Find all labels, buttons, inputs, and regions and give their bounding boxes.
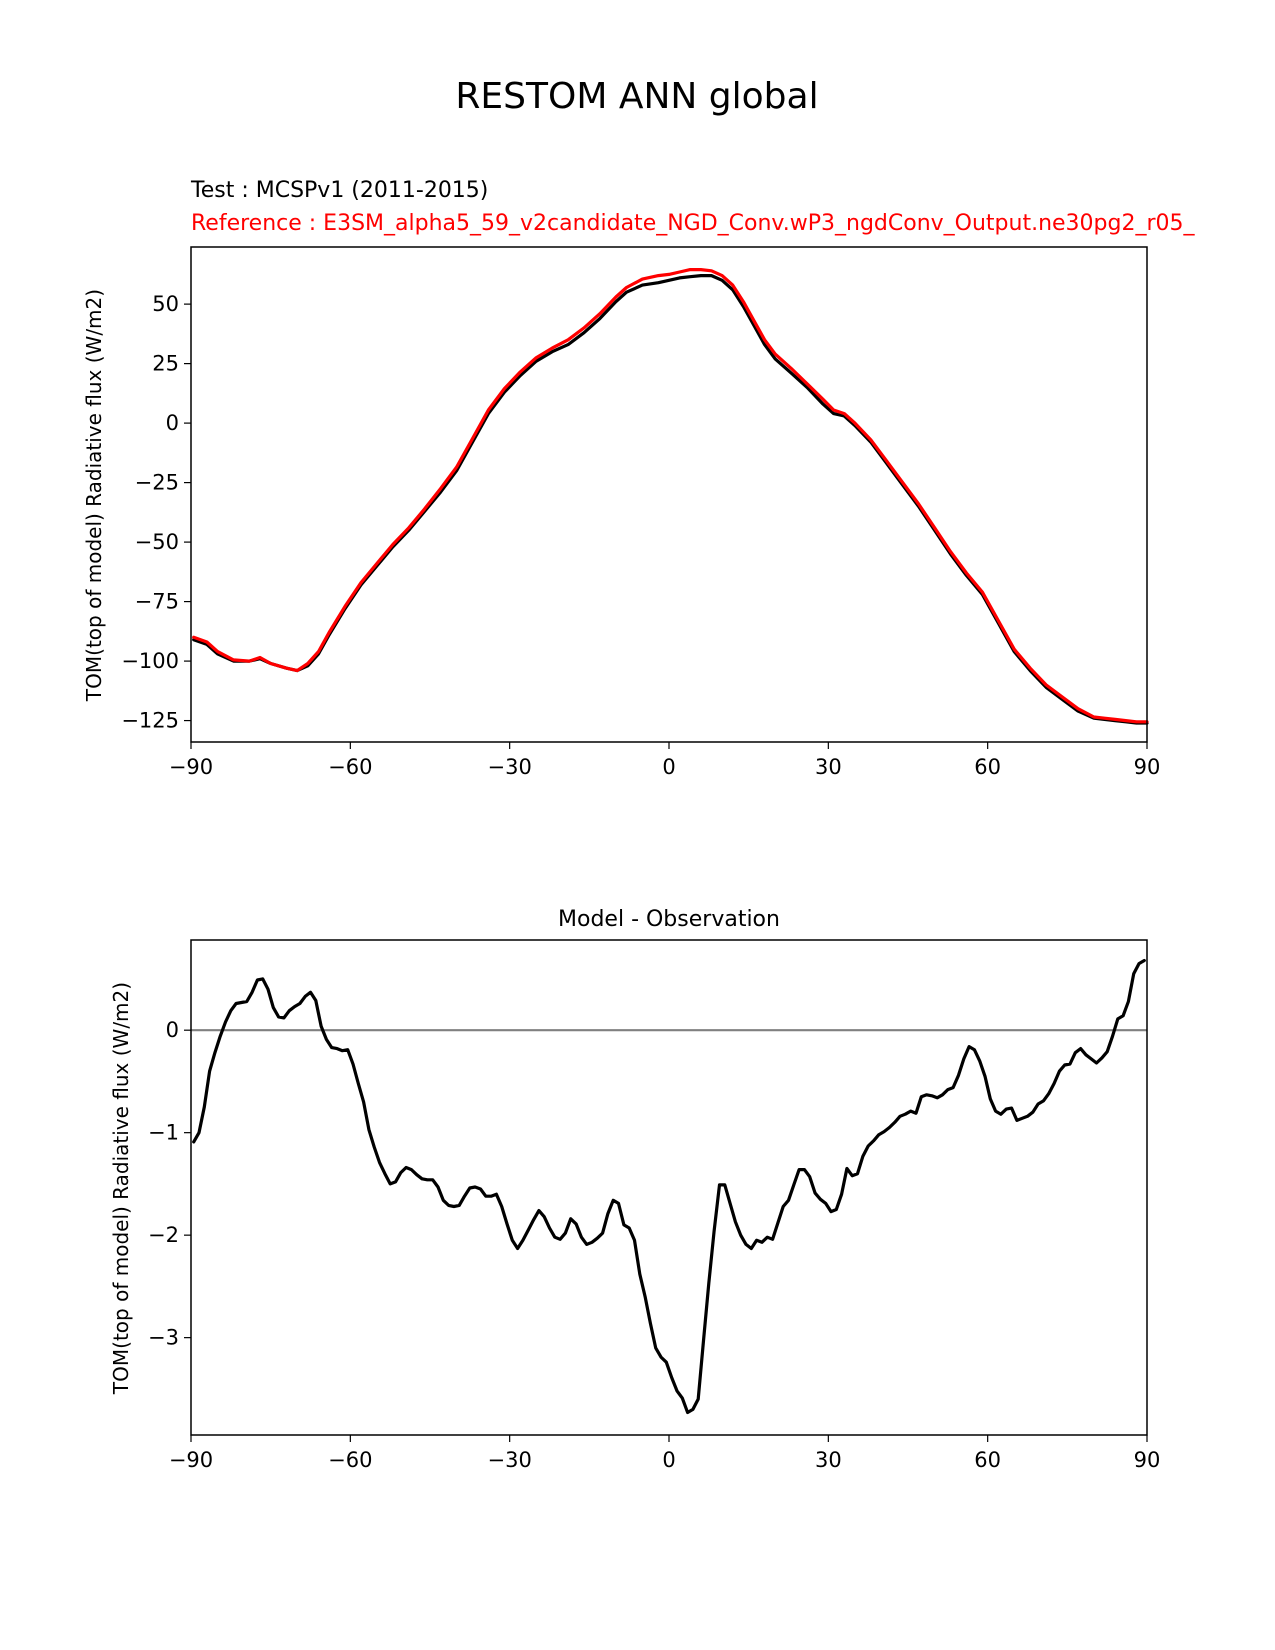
series-line-reference bbox=[192, 268, 1149, 724]
top-plot-area bbox=[192, 268, 1149, 725]
xtick-label: −90 bbox=[169, 755, 213, 779]
ytick-label: −1 bbox=[148, 1121, 179, 1145]
ytick-label: 0 bbox=[166, 411, 179, 435]
ytick-label: −25 bbox=[135, 471, 179, 495]
xtick-label: −60 bbox=[328, 1448, 372, 1472]
xtick-label: 60 bbox=[974, 755, 1001, 779]
xtick-label: 90 bbox=[1134, 1448, 1161, 1472]
bottom-axes: −90 −60 −30 0 30 60 90 −3 −2 −1 0 bbox=[148, 1018, 1160, 1472]
ytick-label: −75 bbox=[135, 590, 179, 614]
series-line-model-observation bbox=[192, 958, 1146, 1415]
ytick-label: −50 bbox=[135, 530, 179, 554]
xtick-label: −60 bbox=[328, 755, 372, 779]
ytick-label: 0 bbox=[166, 1018, 179, 1042]
bottom-ylabel: TOM(top of model) Radiative flux (W/m2) bbox=[109, 982, 133, 1395]
xtick-label: 90 bbox=[1134, 755, 1161, 779]
xtick-label: 30 bbox=[815, 1448, 842, 1472]
ytick-label: −100 bbox=[121, 649, 179, 673]
ytick-label: −2 bbox=[148, 1223, 179, 1247]
xtick-label: 30 bbox=[815, 755, 842, 779]
bottom-plot-area bbox=[191, 958, 1147, 1415]
top-axes: −90 −60 −30 0 30 60 90 −125 −100 −75 −50 −25 0 25 50 bbox=[121, 292, 1160, 779]
diff-title: Model - Observation bbox=[558, 907, 780, 932]
xtick-label: 60 bbox=[974, 1448, 1001, 1472]
test-title: Test : MCSPv1 (2011-2015) bbox=[190, 178, 488, 203]
ytick-label: 25 bbox=[152, 352, 179, 376]
xtick-label: −30 bbox=[488, 755, 532, 779]
xtick-label: −90 bbox=[169, 1448, 213, 1472]
figure-title: RESTOM ANN global bbox=[455, 76, 818, 117]
series-line-test bbox=[192, 274, 1149, 725]
bottom-axes-frame bbox=[190, 939, 1148, 1436]
bottom-panel: Model - Observation −90 −60 −30 0 30 60 90 −3 −2… bbox=[109, 907, 1160, 1472]
top-axes-frame bbox=[190, 246, 1148, 743]
xtick-label: 0 bbox=[662, 755, 675, 779]
xtick-label: −30 bbox=[488, 1448, 532, 1472]
reference-title: Reference : E3SM_alpha5_59_v2candidate_N… bbox=[191, 211, 1196, 236]
top-panel: Test : MCSPv1 (2011-2015) Reference : E3… bbox=[82, 178, 1196, 779]
top-ylabel: TOM(top of model) Radiative flux (W/m2) bbox=[82, 289, 106, 702]
ytick-label: −3 bbox=[148, 1326, 179, 1350]
ytick-label: 50 bbox=[152, 292, 179, 316]
xtick-label: 0 bbox=[662, 1448, 675, 1472]
ytick-label: −125 bbox=[121, 709, 179, 733]
